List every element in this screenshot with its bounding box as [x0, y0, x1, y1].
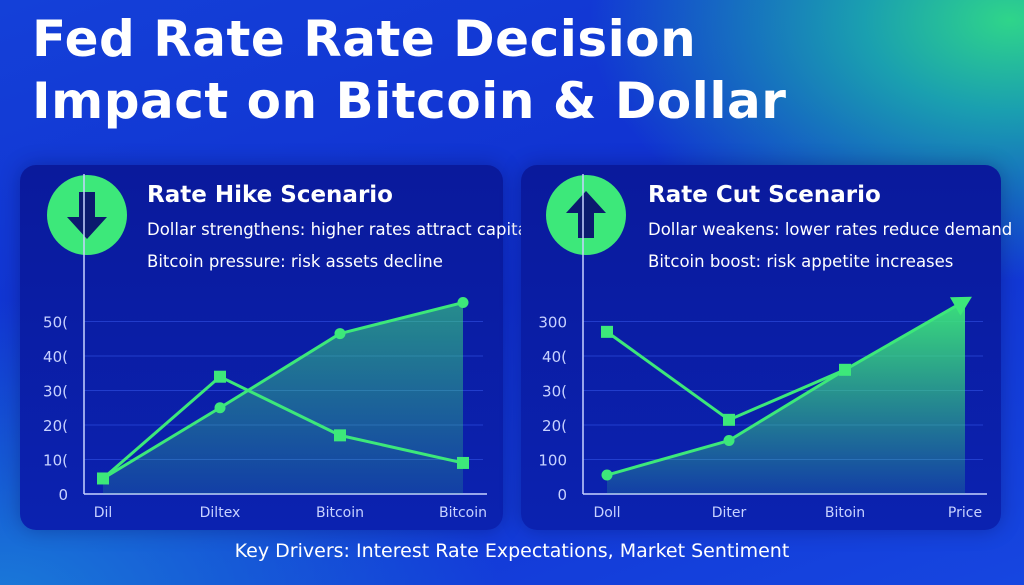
series-line-circles: [102, 301, 464, 480]
y-tick-label: 100: [538, 452, 567, 470]
data-point-circle: [457, 297, 469, 309]
panel-line-2: Bitcoin boost: risk appetite increases: [648, 252, 954, 271]
x-tick-label: Doll: [593, 505, 620, 521]
panel-title: Rate Hike Scenario: [147, 182, 393, 208]
y-tick-label: 0: [557, 486, 567, 504]
y-tick-label: 30(: [542, 383, 567, 401]
arrow-up-icon: [546, 175, 626, 255]
x-tick-label: Bitoin: [825, 505, 865, 521]
x-tick-label: Bitcoin: [439, 505, 487, 521]
y-tick-label: 300: [538, 314, 567, 332]
x-tick-label: Dil: [94, 505, 113, 521]
series-line-circles: [606, 299, 966, 477]
y-tick-label: 20(: [43, 417, 68, 435]
data-point-circle: [839, 364, 851, 376]
x-tick-label: Diltex: [200, 505, 241, 521]
arrowhead-marker: [949, 296, 972, 316]
data-point-circle: [601, 469, 613, 481]
arrow-down-icon: [47, 175, 127, 255]
x-tick-label: Bitcoin: [316, 505, 364, 521]
y-tick-label: 10(: [43, 452, 68, 470]
y-tick-label: 0: [58, 486, 68, 504]
series-area: [103, 302, 463, 494]
series-area: [607, 300, 965, 494]
footer-text: Key Drivers: Interest Rate Expectations,…: [234, 540, 790, 562]
data-point-square: [214, 370, 226, 383]
y-tick-label: 20(: [542, 417, 567, 435]
rate-cut-panel: Rate Cut Scenario Dollar weakens: lower …: [521, 165, 1012, 530]
page-title: Fed Rate Rate Decision Impact on Bitcoin…: [32, 8, 786, 132]
y-tick-label: 40(: [43, 348, 68, 366]
data-point-square: [723, 413, 735, 426]
y-tick-label: 40(: [542, 348, 567, 366]
title-line-2: Impact on Bitcoin & Dollar: [32, 72, 787, 130]
panel-title: Rate Cut Scenario: [648, 182, 881, 208]
panel-line-2: Bitcoin pressure: risk assets decline: [147, 252, 443, 271]
data-point-square: [601, 325, 613, 338]
rate-hike-chart: 0 10( 20( 30( 40( 50( Dil Diltex Bitcoin Bitcoin: [43, 174, 487, 521]
data-point-circle: [97, 472, 109, 484]
rate-cut-chart: 0 100 20( 30( 40( 300 Doll Diter Bitoin Price: [538, 174, 987, 521]
data-point-circle: [214, 402, 226, 414]
panel-line-1: Dollar weakens: lower rates reduce deman…: [648, 220, 1013, 239]
panel-line-1: Dollar strengthens: higher rates attract…: [147, 220, 533, 239]
x-tick-label: Price: [948, 505, 982, 521]
rate-hike-panel: Rate Hike Scenario Dollar strengthens: h…: [20, 165, 532, 530]
x-tick-label: Diter: [712, 505, 747, 521]
data-point-circle: [334, 328, 346, 340]
y-tick-label: 30(: [43, 383, 68, 401]
title-line-1: Fed Rate Rate Decision: [32, 10, 697, 68]
data-point-circle: [723, 435, 735, 447]
y-tick-label: 50(: [43, 314, 68, 332]
